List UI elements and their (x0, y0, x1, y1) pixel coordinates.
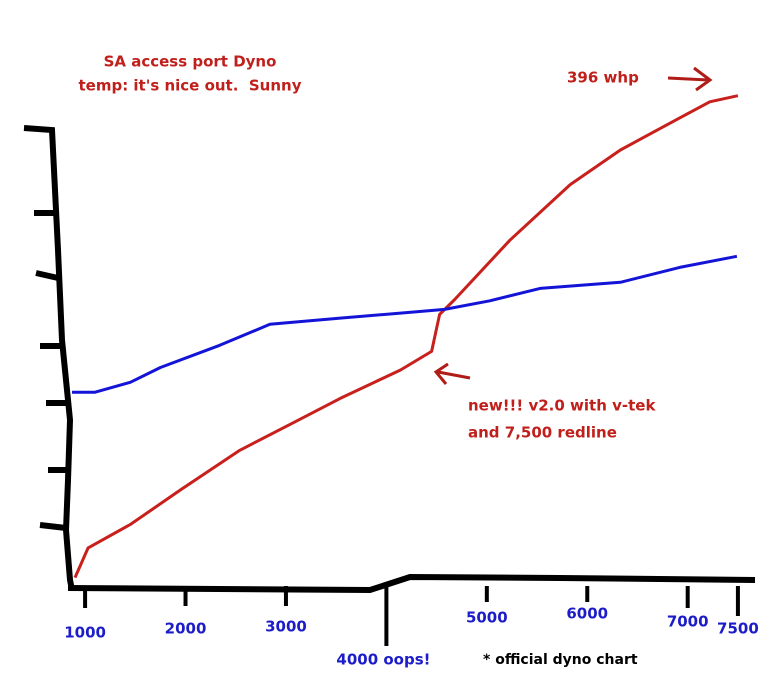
chart-subtitle: temp: it's nice out. Sunny (78, 77, 301, 95)
x-tick-label: 2000 (165, 620, 207, 638)
chart-title: SA access port Dyno (104, 53, 277, 71)
x-tick-label: 7000 (667, 613, 709, 631)
x-axis (67, 573, 756, 594)
annotation: 396 whp (567, 69, 639, 87)
arrow (433, 362, 471, 385)
annotation: and 7,500 redline (468, 424, 617, 442)
x-tick-label: 1000 (64, 624, 106, 642)
series-line (73, 94, 739, 579)
x-tick-label: 6000 (566, 605, 608, 623)
y-axis (23, 125, 75, 591)
arrow (667, 66, 713, 92)
y-axis-dash (34, 210, 67, 531)
x-tick-label: 3000 (265, 618, 307, 636)
x-tick-label: 7500 (717, 620, 759, 638)
series-line (72, 254, 738, 394)
x-tick-label: 5000 (466, 609, 508, 627)
annotation: new!!! v2.0 with v-tek (468, 397, 656, 415)
x-tick-label: 4000 oops! (336, 651, 430, 669)
footnote: * official dyno chart (483, 652, 638, 668)
